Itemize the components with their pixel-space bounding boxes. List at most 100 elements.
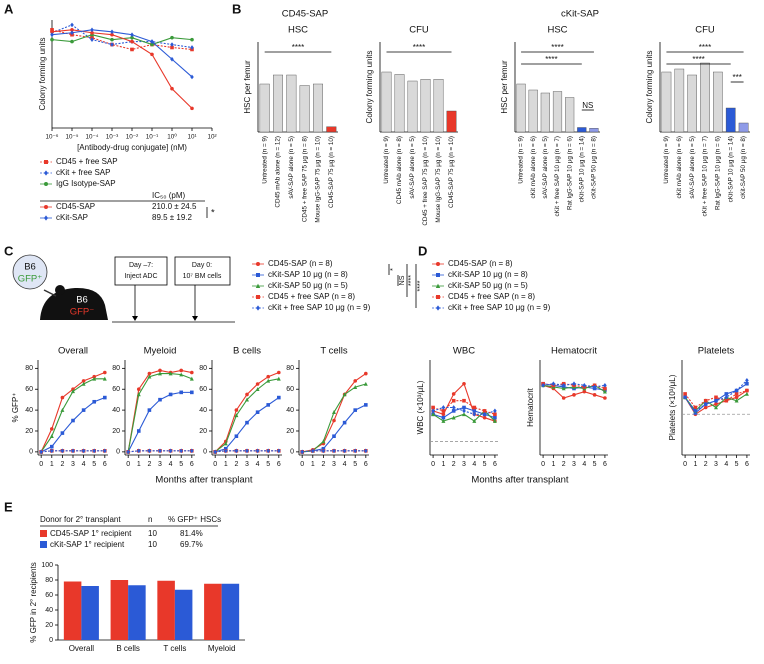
- category-label: T cells: [163, 644, 186, 653]
- data-point: [482, 411, 487, 417]
- data-point: [70, 30, 74, 36]
- bar: [516, 83, 526, 133]
- x-tick-label: 5: [735, 461, 739, 468]
- data-point: [158, 448, 162, 454]
- series-line: [127, 373, 193, 452]
- y-tick-label: 80: [112, 365, 120, 372]
- data-point: [147, 448, 152, 454]
- x-tick-label: 6: [493, 461, 497, 468]
- data-point: [255, 410, 260, 414]
- bar: [381, 71, 392, 133]
- x-tick-label: 10²: [207, 134, 216, 141]
- data-point: [462, 412, 466, 417]
- x-tick-label: 10⁻²: [126, 134, 138, 141]
- data-point: [277, 370, 281, 375]
- x-tick-label: 0: [39, 461, 43, 468]
- significance-label: ****: [292, 43, 304, 52]
- x-tick-label: 6: [364, 461, 368, 468]
- legend-label: cKit-SAP 10 μg (n = 8): [448, 270, 528, 279]
- data-point: [493, 408, 497, 414]
- legend-label: cKit-SAP 1° recipient: [50, 540, 125, 549]
- data-point: [451, 415, 456, 420]
- bar: [273, 74, 284, 133]
- significance-label: *: [211, 208, 215, 219]
- data-point: [130, 47, 134, 52]
- data-point: [50, 28, 54, 32]
- significance-label: ****: [551, 43, 563, 52]
- legend-label: cKit + free SAP 10 μg (n = 9): [268, 303, 371, 312]
- data-point: [170, 42, 174, 47]
- data-point: [103, 395, 107, 400]
- data-point: [745, 388, 749, 393]
- data-point: [70, 22, 74, 28]
- data-point: [213, 449, 217, 455]
- bar: [394, 74, 405, 133]
- y-axis-label: Platelets (×10³/μL): [668, 374, 677, 440]
- data-point: [60, 448, 65, 454]
- data-point: [493, 412, 497, 417]
- data-point: [342, 392, 347, 397]
- legend-marker: [44, 170, 48, 176]
- bar: [552, 91, 563, 133]
- group-header: CD45-SAP: [282, 9, 328, 20]
- legend-label: IgG Isotype-SAP: [56, 179, 116, 188]
- chart-title: HSC: [288, 25, 308, 36]
- category-label: Untreated (n = 9): [383, 136, 390, 184]
- data-point: [602, 389, 607, 394]
- data-point: [693, 408, 698, 414]
- data-point: [147, 374, 152, 379]
- data-point: [266, 378, 271, 383]
- ic50-value: 210.0 ± 24.5: [152, 202, 197, 211]
- x-tick-label: 0: [431, 461, 435, 468]
- table-cell: 10: [148, 540, 157, 549]
- data-point: [266, 374, 271, 379]
- x-tick-label: 2: [562, 461, 566, 468]
- category-label: Rat IgG-SAP 10 μg (n = 6): [566, 136, 573, 210]
- y-tick-label: 80: [286, 365, 294, 372]
- data-point: [482, 409, 487, 413]
- data-point: [158, 397, 162, 402]
- data-point: [168, 448, 173, 454]
- data-point: [603, 382, 607, 388]
- category-label: cKit-SAP 10 μg (n = 14): [578, 136, 585, 202]
- data-point: [190, 74, 194, 80]
- data-point: [49, 434, 54, 439]
- y-tick-label: 20: [45, 622, 53, 629]
- data-point: [572, 381, 576, 387]
- data-point: [603, 386, 607, 391]
- data-point: [179, 368, 184, 373]
- y-axis-label: Colony forming units: [645, 51, 654, 124]
- step-text: Day –7:: [129, 262, 153, 269]
- data-point: [703, 401, 708, 407]
- y-tick-label: 20: [112, 428, 120, 435]
- x-tick-label: 0: [683, 461, 687, 468]
- legend-marker: [435, 283, 441, 288]
- data-point: [353, 384, 358, 389]
- x-axis-label: [Antibody-drug conjugate] (nM): [77, 143, 187, 152]
- data-point: [92, 448, 97, 454]
- data-point: [592, 393, 597, 397]
- legend-label: CD45-SAP: [56, 202, 95, 211]
- series-line: [51, 29, 193, 109]
- data-point: [50, 32, 54, 38]
- data-point: [364, 403, 368, 407]
- recipient-gfp: GFP⁻: [70, 307, 95, 318]
- data-point: [734, 395, 739, 400]
- data-point: [103, 448, 107, 454]
- data-point: [310, 448, 315, 454]
- data-point: [441, 418, 446, 423]
- data-point: [92, 399, 97, 404]
- y-tick-label: 60: [112, 386, 120, 393]
- data-point: [223, 448, 228, 454]
- data-point: [541, 382, 545, 388]
- donor-label: B6: [24, 262, 36, 273]
- category-label: CD45 + free SAP 75 μg (n = 10): [422, 136, 429, 226]
- x-tick-label: 4: [582, 461, 586, 468]
- legend-label: CD45-SAP (n = 8): [448, 259, 513, 268]
- bar: [157, 580, 175, 640]
- data-point: [724, 398, 729, 403]
- data-point: [130, 35, 134, 40]
- data-point: [130, 39, 134, 44]
- data-point: [745, 378, 749, 383]
- chart-title: HSC: [547, 25, 567, 36]
